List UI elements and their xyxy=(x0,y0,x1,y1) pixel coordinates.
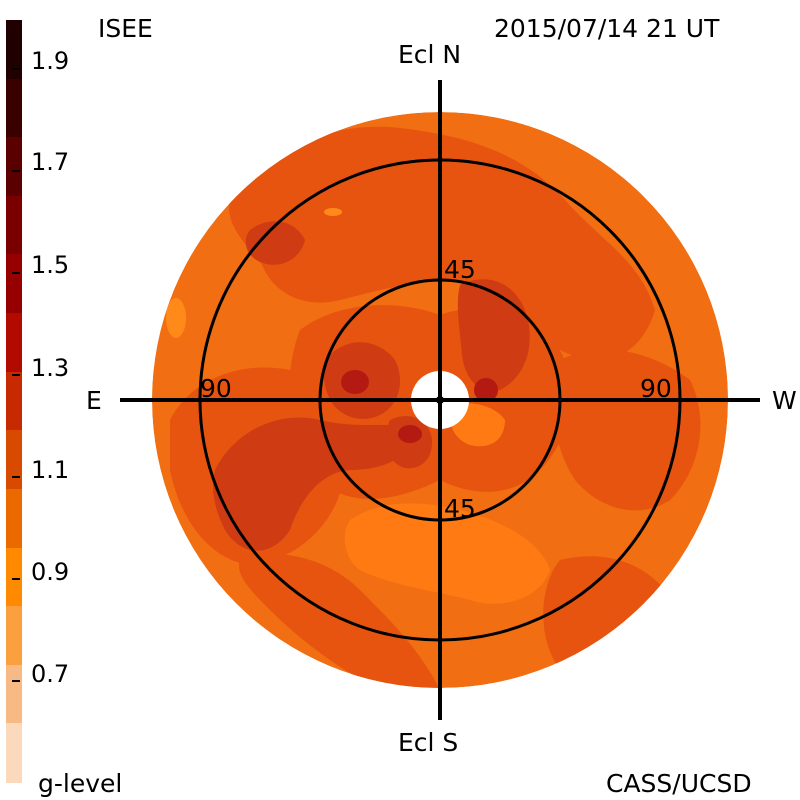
colorbar-tick xyxy=(12,578,20,580)
ring-45-bottom-label: 45 xyxy=(444,494,476,523)
colorbar-segment xyxy=(6,254,22,315)
colorbar-label-0-7: 0.7 xyxy=(31,660,70,688)
west-label: W xyxy=(772,386,797,415)
light-patch-top xyxy=(324,208,342,216)
darkest-spot-left xyxy=(341,370,369,394)
colorbar-label-1-1: 1.1 xyxy=(31,456,70,484)
colorbar-tick xyxy=(12,476,20,478)
colorbar-segment xyxy=(6,78,22,139)
dark-region-top-left xyxy=(245,221,305,265)
g-level-colorbar xyxy=(6,20,22,783)
light-region-lower-center xyxy=(344,503,550,604)
colorbar-tick xyxy=(12,374,20,376)
source-label: ISEE xyxy=(98,14,153,43)
ring-90-right-label: 90 xyxy=(640,374,672,403)
darkest-spot-right xyxy=(474,378,498,402)
scale-name-label: g-level xyxy=(38,769,123,798)
colorbar-label-1-3: 1.3 xyxy=(31,354,70,382)
colorbar-segment xyxy=(6,313,22,373)
mid-region-right xyxy=(552,349,701,511)
colorbar-segment xyxy=(6,723,22,783)
colorbar-tick xyxy=(12,680,20,682)
colorbar-segment xyxy=(6,20,22,80)
dark-region-upper-right xyxy=(457,279,530,391)
colorbar-tick xyxy=(12,272,20,274)
colorbar-segment xyxy=(6,371,22,432)
colorbar-label-1-7: 1.7 xyxy=(31,148,70,176)
colorbar-segment xyxy=(6,430,22,490)
dark-region-left-band xyxy=(213,417,420,551)
colorbar-segment xyxy=(6,606,22,666)
ring-90-left-label: 90 xyxy=(200,374,232,403)
colorbar-segment xyxy=(6,137,22,197)
colorbar-segment xyxy=(6,547,22,608)
darkest-spot-lower xyxy=(398,425,422,443)
colorbar-segment xyxy=(6,488,22,549)
colorbar-segment xyxy=(6,195,22,256)
colorbar-label-0-9: 0.9 xyxy=(31,558,70,586)
colorbar-label-1-5: 1.5 xyxy=(31,251,70,279)
datetime-label: 2015/07/14 21 UT xyxy=(494,14,720,43)
south-label: Ecl S xyxy=(398,728,459,757)
ring-45-top-label: 45 xyxy=(444,255,476,284)
light-patch-left-edge xyxy=(166,298,186,338)
credit-label: CASS/UCSD xyxy=(606,769,752,798)
mid-region-bottom-right xyxy=(543,556,665,680)
colorbar-tick xyxy=(12,170,20,172)
north-label: Ecl N xyxy=(398,40,462,69)
colorbar-tick xyxy=(12,68,20,70)
colorbar-segment xyxy=(6,664,22,725)
colorbar-label-1-9: 1.9 xyxy=(31,47,70,75)
east-label: E xyxy=(86,386,102,415)
